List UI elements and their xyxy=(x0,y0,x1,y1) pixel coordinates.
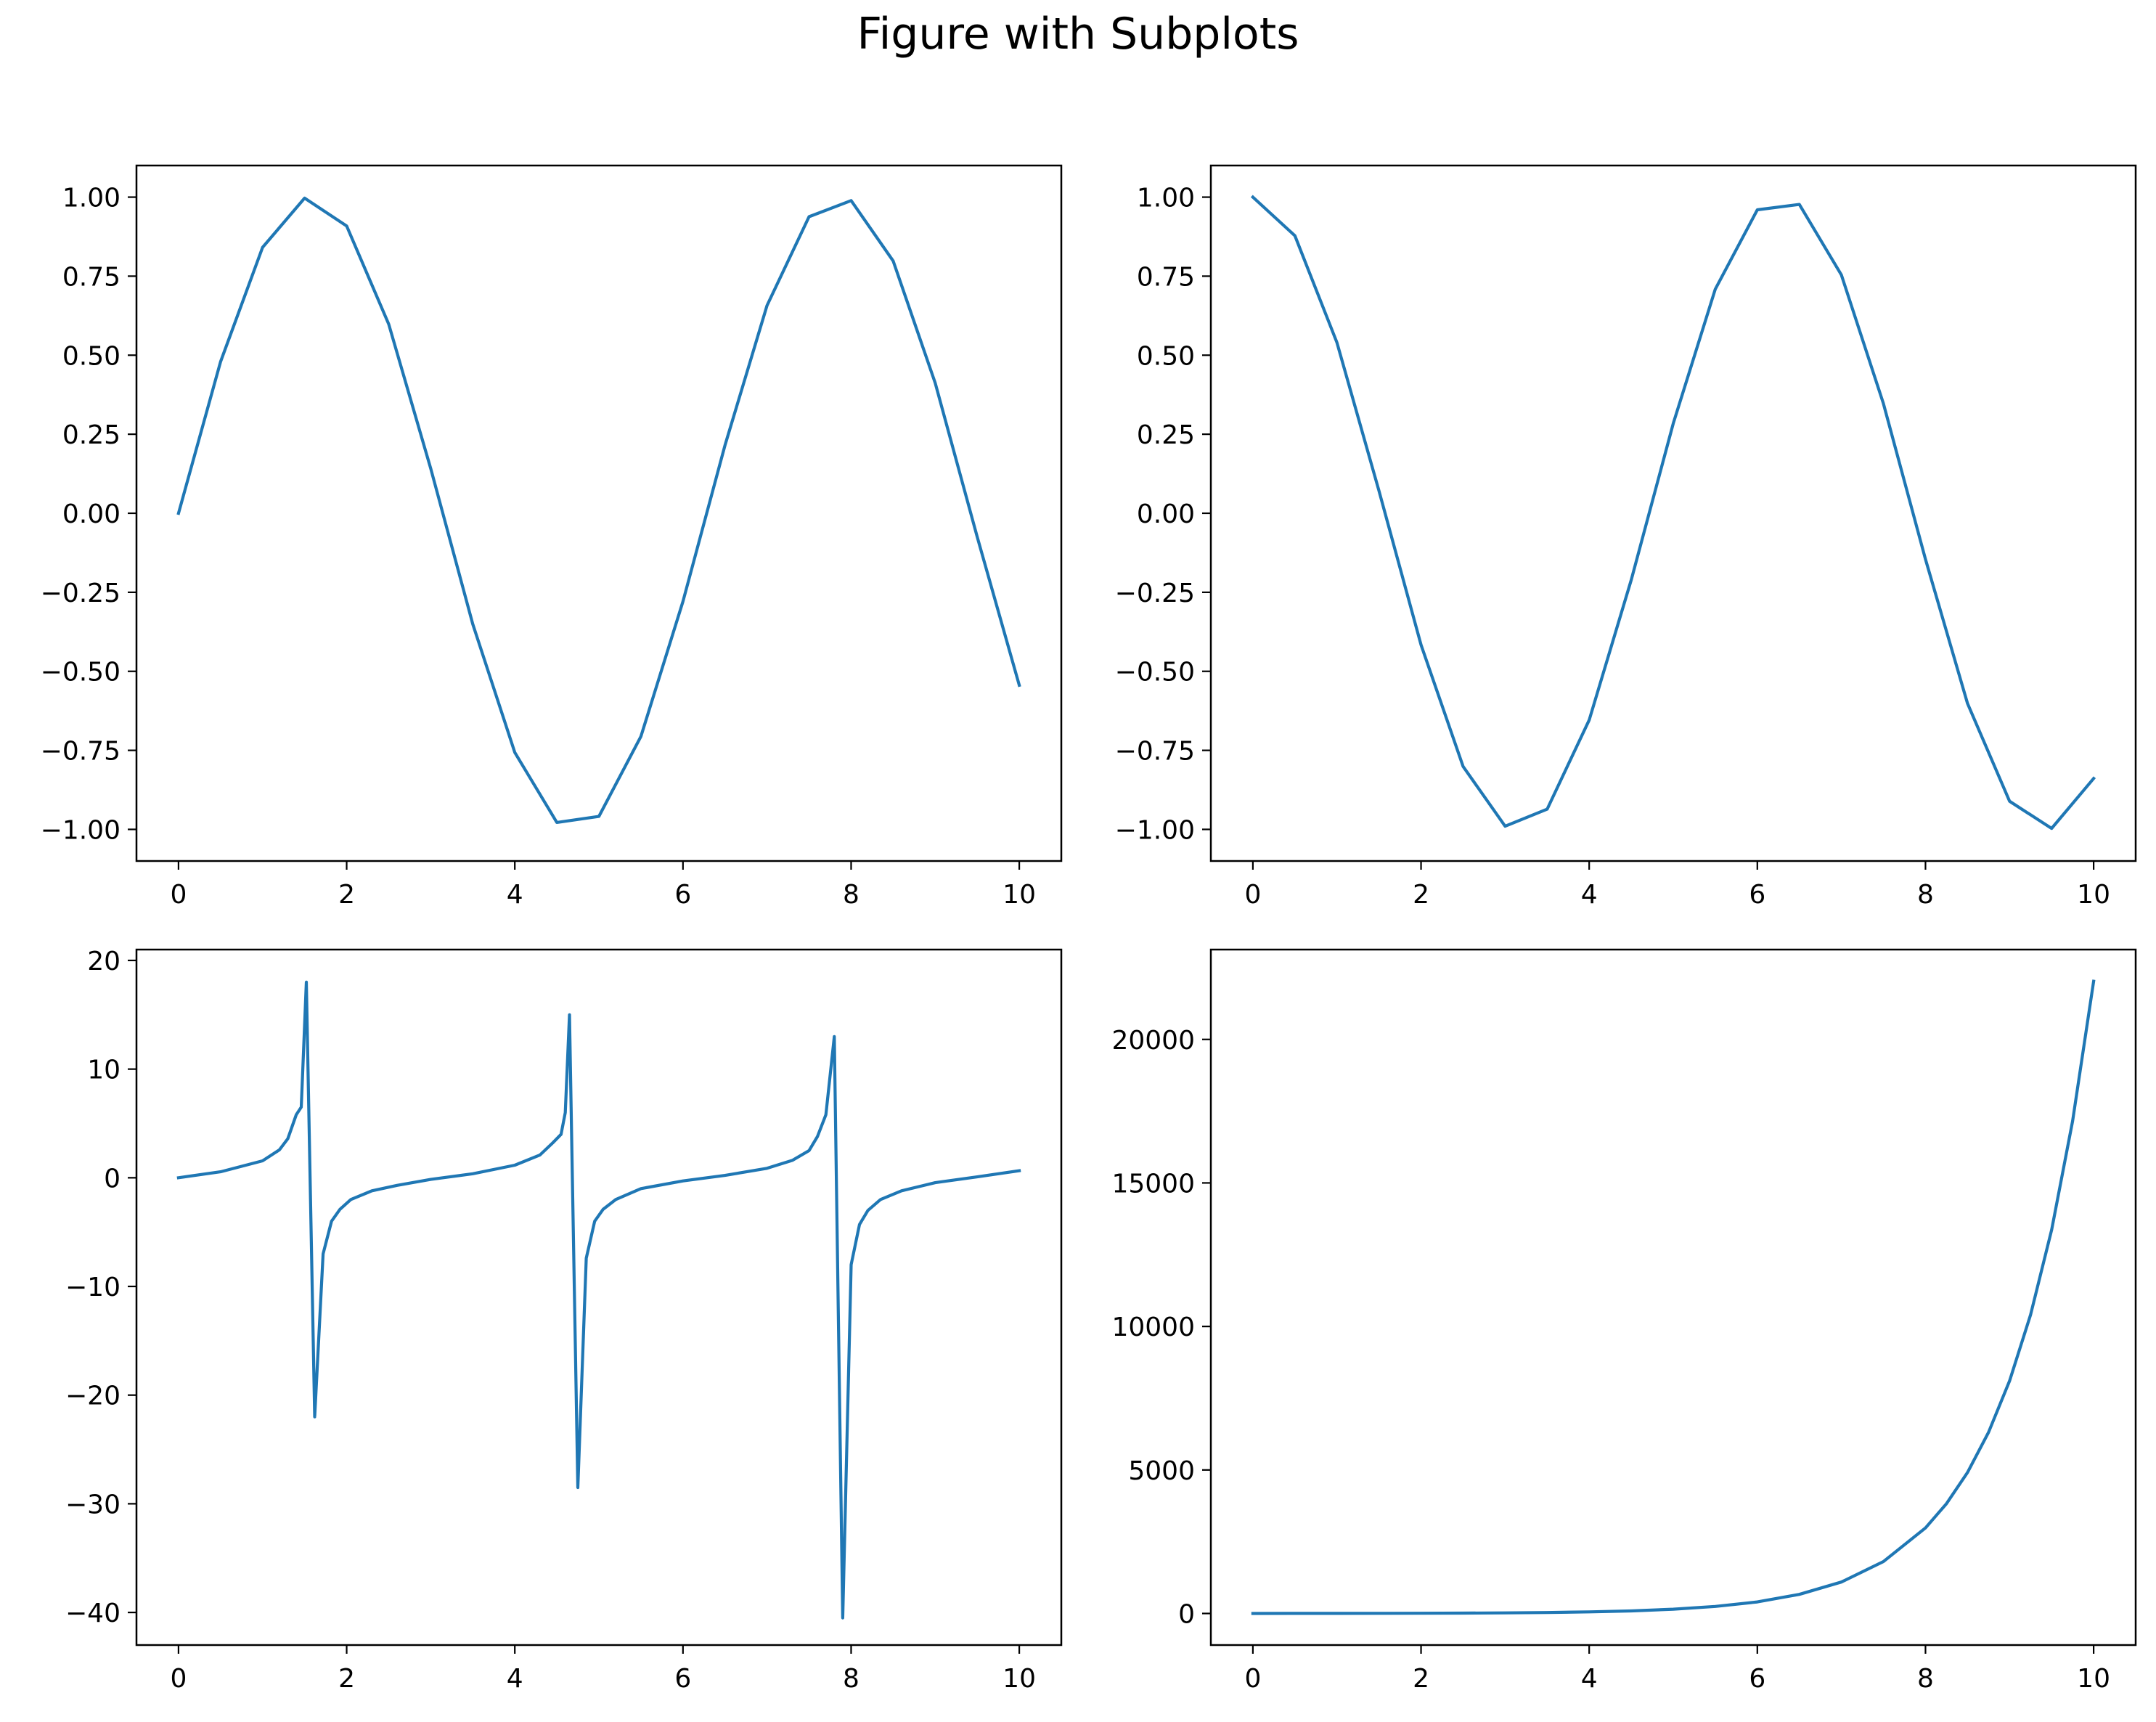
y-tick-label: 0.00 xyxy=(1137,499,1195,529)
y-tick-label: 10000 xyxy=(1111,1313,1195,1342)
x-tick-label: 2 xyxy=(338,1664,355,1694)
y-tick-label: 15000 xyxy=(1111,1169,1195,1199)
x-tick-label: 8 xyxy=(843,880,859,910)
x-tick-label: 0 xyxy=(170,1664,187,1694)
x-tick-label: 10 xyxy=(1003,880,1036,910)
x-tick-label: 4 xyxy=(1581,880,1598,910)
x-tick-label: 0 xyxy=(170,880,187,910)
subplot-bottom-right: 0 2 4 6 8 10 0 5000 10000 15000 20000 xyxy=(1111,948,2137,1694)
y-tick-label: −0.75 xyxy=(41,737,121,767)
y-tick-label: −1.00 xyxy=(1115,815,1195,845)
y-tick-label: 5000 xyxy=(1128,1456,1195,1486)
y-tick-label: −30 xyxy=(65,1490,121,1519)
x-tick-label: 2 xyxy=(338,880,355,910)
x-tick-label: 2 xyxy=(1413,1664,1429,1694)
y-tick-label: −1.00 xyxy=(41,815,121,845)
y-tick-label: 0.25 xyxy=(1137,420,1195,450)
y-tick-label: −0.75 xyxy=(1115,737,1195,767)
y-tick-label: 0 xyxy=(104,1164,121,1193)
subplot-bottom-left: 0 2 4 6 8 10 −40 −30 −20 −10 0 10 20 xyxy=(65,947,1063,1694)
series-line xyxy=(176,196,1021,825)
series-line xyxy=(1251,979,2096,1615)
figure-title: Figure with Subplots xyxy=(857,9,1299,60)
y-tick-label: 0.25 xyxy=(62,420,121,450)
x-tick-label: 0 xyxy=(1244,880,1261,910)
y-tick-label: −0.25 xyxy=(41,579,121,608)
x-tick-label: 6 xyxy=(1749,880,1765,910)
x-tick-label: 4 xyxy=(507,1664,523,1694)
axes-frame xyxy=(135,948,1063,1646)
y-tick-label: 0.75 xyxy=(1137,262,1195,292)
x-tick-label: 6 xyxy=(1749,1664,1765,1694)
axes-frame xyxy=(1209,948,2137,1646)
y-tick-label: −10 xyxy=(65,1273,121,1302)
x-tick-label: 2 xyxy=(1413,880,1429,910)
y-tick-label: 1.00 xyxy=(1137,184,1195,213)
y-tick-label: 0.50 xyxy=(1137,341,1195,371)
y-tick-label: −40 xyxy=(65,1599,121,1628)
x-tick-label: 10 xyxy=(2077,1664,2110,1694)
x-tick-label: 8 xyxy=(1917,1664,1934,1694)
y-tick-label: −20 xyxy=(65,1382,121,1411)
y-tick-label: 20 xyxy=(87,947,121,976)
y-tick-label: 1.00 xyxy=(62,184,121,213)
axes-frame xyxy=(1209,164,2137,862)
x-tick-label: 6 xyxy=(674,880,691,910)
y-tick-label: 0.00 xyxy=(62,499,121,529)
x-tick-label: 0 xyxy=(1244,1664,1261,1694)
y-tick-label: 0.75 xyxy=(62,262,121,292)
x-tick-label: 8 xyxy=(843,1664,859,1694)
y-tick-label: −0.50 xyxy=(41,658,121,687)
x-tick-label: 10 xyxy=(1003,1664,1036,1694)
axes-frame xyxy=(135,164,1063,862)
series-line xyxy=(1250,195,2096,831)
subplot-top-right: 0 2 4 6 8 10 −1.00 −0.75 −0.50 −0.25 0.00 0.25 0.50 0… xyxy=(1115,164,2137,910)
y-tick-label: 10 xyxy=(87,1056,121,1085)
x-tick-label: 4 xyxy=(507,880,523,910)
y-tick-label: 20000 xyxy=(1111,1026,1195,1056)
y-tick-label: −0.25 xyxy=(1115,579,1195,608)
x-tick-label: 10 xyxy=(2077,880,2110,910)
y-tick-label: 0 xyxy=(1178,1600,1195,1630)
x-tick-label: 4 xyxy=(1581,1664,1598,1694)
y-tick-label: −0.50 xyxy=(1115,658,1195,687)
x-tick-label: 6 xyxy=(674,1664,691,1694)
subplot-top-left: 0 2 4 6 8 10 −1.00 −0.75 −0.50 −0.25 0.00 0.25 0.50 0… xyxy=(41,164,1063,910)
y-tick-label: 0.50 xyxy=(62,341,121,371)
x-tick-label: 8 xyxy=(1917,880,1934,910)
series-line xyxy=(176,980,1021,1620)
